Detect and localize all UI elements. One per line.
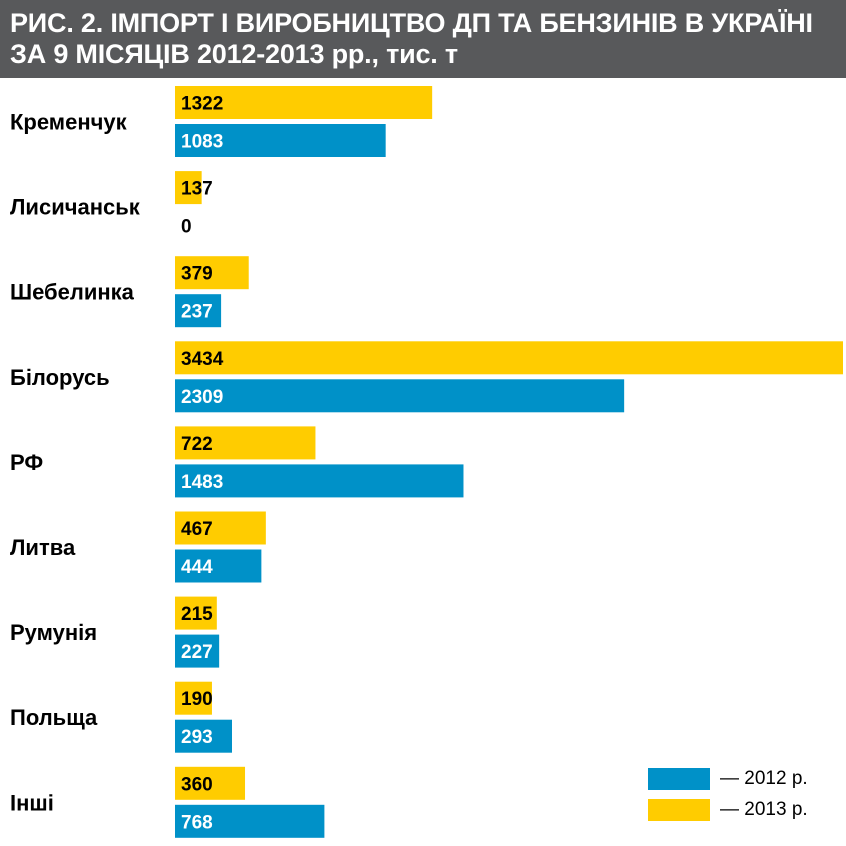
value-label-2013-cat-3: 3434 [181, 349, 224, 370]
value-label-2012-cat-0: 1083 [181, 132, 223, 153]
category-label-cat-7: Польща [10, 705, 98, 730]
bar-2012-cat-0 [175, 124, 386, 157]
bar-2013-cat-1 [175, 171, 202, 205]
value-label-2013-cat-6: 215 [181, 604, 213, 625]
bar-2012-cat-4 [175, 464, 464, 498]
value-label-2012-cat-6: 227 [181, 642, 213, 663]
category-label-cat-4: РФ [10, 450, 43, 475]
bar-2012-cat-7 [175, 719, 232, 753]
value-label-2012-cat-8: 768 [181, 812, 213, 833]
category-label-cat-6: Румунія [10, 620, 97, 645]
value-label-2013-cat-2: 379 [181, 264, 213, 285]
value-label-2013-cat-0: 1322 [181, 94, 223, 115]
value-label-2012-cat-7: 293 [181, 727, 213, 748]
value-label-2013-cat-8: 360 [181, 774, 213, 795]
value-label-2013-cat-1: 137 [181, 179, 213, 200]
bar-2012-cat-2 [175, 294, 222, 328]
value-label-2012-cat-4: 1483 [181, 472, 223, 493]
category-label-cat-3: Білорусь [10, 365, 110, 390]
bar-2013-cat-3 [175, 341, 843, 375]
bar-2013-cat-2 [175, 256, 249, 290]
value-label-2013-cat-4: 722 [181, 434, 213, 455]
chart-title-line-1: РИС. 2. ІМПОРТ І ВИРОБНИЦТВО ДП ТА БЕНЗИ… [10, 8, 813, 38]
bar-2013-cat-4 [175, 426, 316, 460]
category-label-cat-8: Інші [10, 790, 54, 815]
bar-2012-cat-3 [175, 379, 625, 413]
bar-2013-cat-5 [175, 511, 266, 545]
bars [175, 86, 843, 838]
value-labels: 1322 1083 137 0 379 237 3434 2309 722 1483 467 444 2… [181, 94, 224, 834]
legend-item-2013: — 2013 р. [648, 799, 838, 821]
value-label-2012-cat-3: 2309 [181, 387, 223, 408]
bar-2013-cat-7 [175, 681, 212, 715]
value-label-2013-cat-7: 190 [181, 689, 213, 710]
bar-2012-cat-8 [175, 804, 325, 838]
category-label-cat-1: Лисичанськ [10, 195, 141, 220]
category-labels: Кременчук Лисичанськ Шебелинка Білорусь РФ Ли… [10, 110, 141, 816]
value-label-2012-cat-2: 237 [181, 302, 213, 323]
category-label-cat-5: Литва [10, 535, 76, 560]
chart-title-bar: РИС. 2. ІМПОРТ І ВИРОБНИЦТВО ДП ТА БЕНЗИ… [0, 0, 846, 78]
bar-2013-cat-6 [175, 596, 217, 630]
bar-2013-cat-8 [175, 766, 246, 800]
legend-label-2013: — 2013 р. [720, 799, 808, 820]
value-label-2012-cat-5: 444 [181, 557, 213, 578]
category-label-cat-0: Кременчук [10, 110, 128, 135]
legend-label-2012: — 2012 р. [720, 768, 808, 789]
value-label-2012-cat-1: 0 [181, 217, 192, 238]
value-label-2013-cat-5: 467 [181, 519, 213, 540]
bar-2012-cat-6 [175, 634, 220, 668]
legend-item-2012: — 2012 р. [648, 768, 838, 790]
bar-2012-cat-5 [175, 549, 262, 583]
chart-title-line-2: ЗА 9 МІСЯЦІВ 2012-2013 рр., тис. т [10, 39, 458, 69]
legend-swatch-2012 [648, 768, 710, 790]
legend-swatch-2013 [648, 799, 710, 821]
category-label-cat-2: Шебелинка [10, 280, 135, 305]
bar-2013-cat-0 [175, 86, 433, 119]
